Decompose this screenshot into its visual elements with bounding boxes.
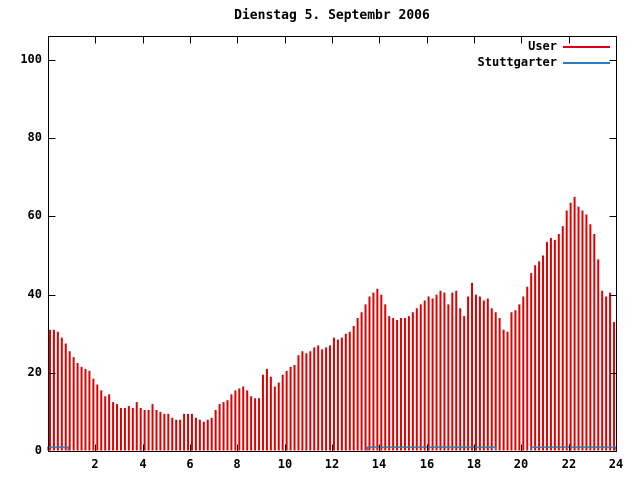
x-tick-label: 24 xyxy=(608,457,624,471)
legend-label-stuttgarter: Stuttgarter xyxy=(477,55,557,69)
x-tick-label: 12 xyxy=(324,457,340,471)
x-tick-label: 18 xyxy=(466,457,482,471)
y-tick-label: 100 xyxy=(20,52,42,66)
chart-title: Dienstag 5. Septembr 2006 xyxy=(234,8,430,23)
y-tick-label: 60 xyxy=(27,208,42,222)
y-tick-label: 20 xyxy=(27,365,42,379)
y-tick-label: 40 xyxy=(27,287,42,301)
x-tick-label: 20 xyxy=(513,457,529,471)
y-tick-label: 0 xyxy=(34,443,42,457)
x-tick-label: 4 xyxy=(139,457,147,471)
y-tick-label: 80 xyxy=(27,130,42,144)
x-tick-label: 6 xyxy=(186,457,194,471)
x-tick-label: 10 xyxy=(277,457,293,471)
x-tick-label: 14 xyxy=(371,457,387,471)
x-tick-label: 16 xyxy=(419,457,435,471)
legend-label-user: User xyxy=(528,39,557,53)
x-tick-label: 8 xyxy=(233,457,241,471)
line-stuttgarter xyxy=(366,446,497,451)
x-tick-label: 2 xyxy=(91,457,99,471)
x-tick-label: 22 xyxy=(561,457,577,471)
